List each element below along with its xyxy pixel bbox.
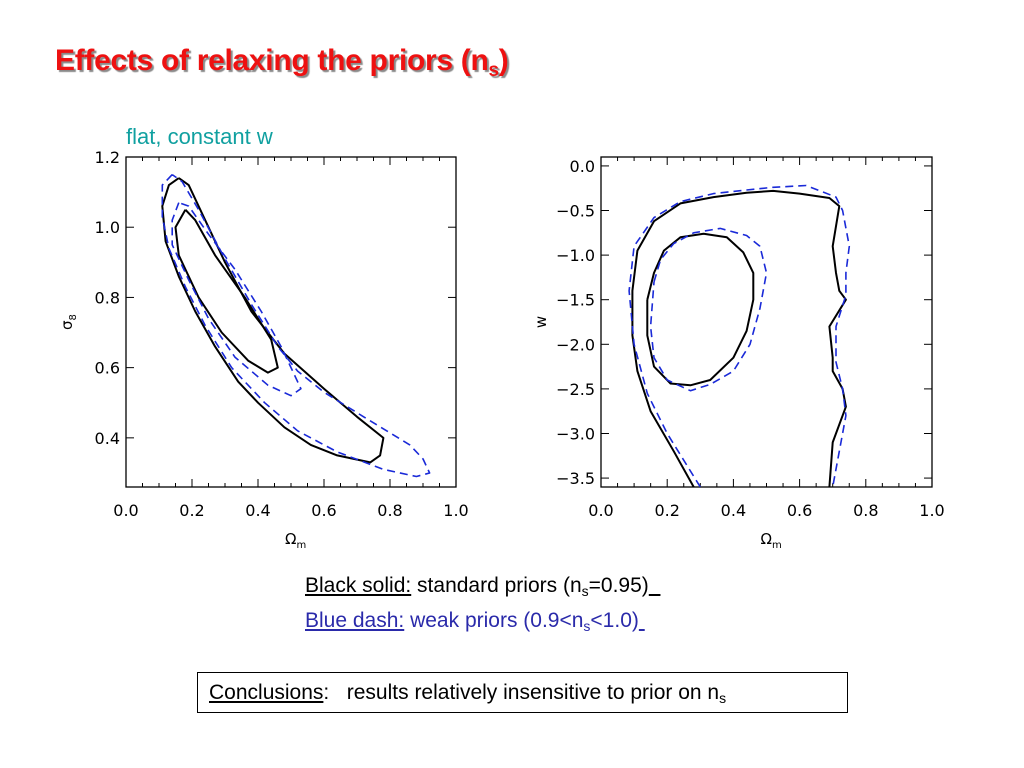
x-tick-label: 0.4: [721, 501, 746, 520]
y-tick-label: −2.5: [556, 380, 595, 399]
y-tick-label: 0.8: [95, 288, 120, 307]
black-solid-contour: [631, 189, 847, 487]
y-tick-label: −2.0: [556, 335, 595, 354]
y-tick-label: 0.6: [95, 359, 120, 378]
y-tick-label: −3.5: [556, 469, 595, 488]
black-solid-contour: [174, 209, 279, 374]
x-tick-label: 0.6: [311, 501, 336, 520]
black-solid-contour: [161, 177, 385, 464]
blue-dashed-contour: [649, 227, 768, 392]
x-tick-label: 0.8: [377, 501, 402, 520]
sigma8-omegam-plot: 0.0 0.2 0.4 0.6 0.8 1.0 0.4 0.6 0.8 1.0 1.2 Ωm σ8: [58, 148, 469, 551]
w-omegam-plot: 0.0 0.2 0.4 0.6 0.8 1.0 0.0 −0.5 −1.0 −1.5 −2.0 −2.…: [532, 156, 945, 551]
x-tick-label: 0.6: [787, 501, 812, 520]
x-tick-label: 0.2: [179, 501, 204, 520]
conclusion-box: Conclusions: results relatively insensit…: [197, 672, 848, 713]
y-axis-label: w: [532, 316, 550, 328]
blue-dashed-contour: [161, 173, 431, 478]
legend-blue-dash: Blue dash: weak priors (0.9<ns<1.0): [305, 609, 639, 634]
y-tick-label: −1.0: [556, 246, 595, 265]
y-tick-label: −0.5: [556, 202, 595, 221]
legend: Black solid: standard priors (ns=0.95) B…: [305, 571, 660, 641]
y-tick-label: 0.0: [570, 157, 595, 176]
y-tick-label: 0.4: [95, 429, 120, 448]
x-axis-label: Ωm: [761, 530, 782, 551]
x-tick-label: 1.0: [919, 501, 944, 520]
x-tick-label: 0.0: [113, 501, 138, 520]
y-tick-label: −1.5: [556, 291, 595, 310]
x-axis-label: Ωm: [285, 530, 306, 551]
x-tick-label: 0.4: [245, 501, 270, 520]
slide-subtitle: flat, constant w: [126, 124, 273, 149]
blue-dashed-contour: [171, 201, 302, 397]
y-tick-label: 1.0: [95, 218, 120, 237]
x-tick-label: 0.8: [853, 501, 878, 520]
y-tick-label: −3.0: [556, 424, 595, 443]
y-tick-label: 1.2: [95, 148, 120, 167]
x-tick-label: 0.0: [588, 501, 613, 520]
slide-title: Effects of relaxing the priors (ns): [55, 44, 509, 81]
y-axis-label: σ8: [58, 314, 79, 330]
conclusion-label: Conclusions: [209, 681, 324, 704]
legend-black-solid: Black solid: standard priors (ns=0.95): [305, 574, 649, 599]
plot-frame: [125, 156, 457, 488]
blue-dashed-contour: [628, 184, 851, 487]
x-tick-label: 0.2: [654, 501, 679, 520]
black-solid-contour: [646, 232, 755, 387]
x-tick-label: 1.0: [443, 501, 468, 520]
